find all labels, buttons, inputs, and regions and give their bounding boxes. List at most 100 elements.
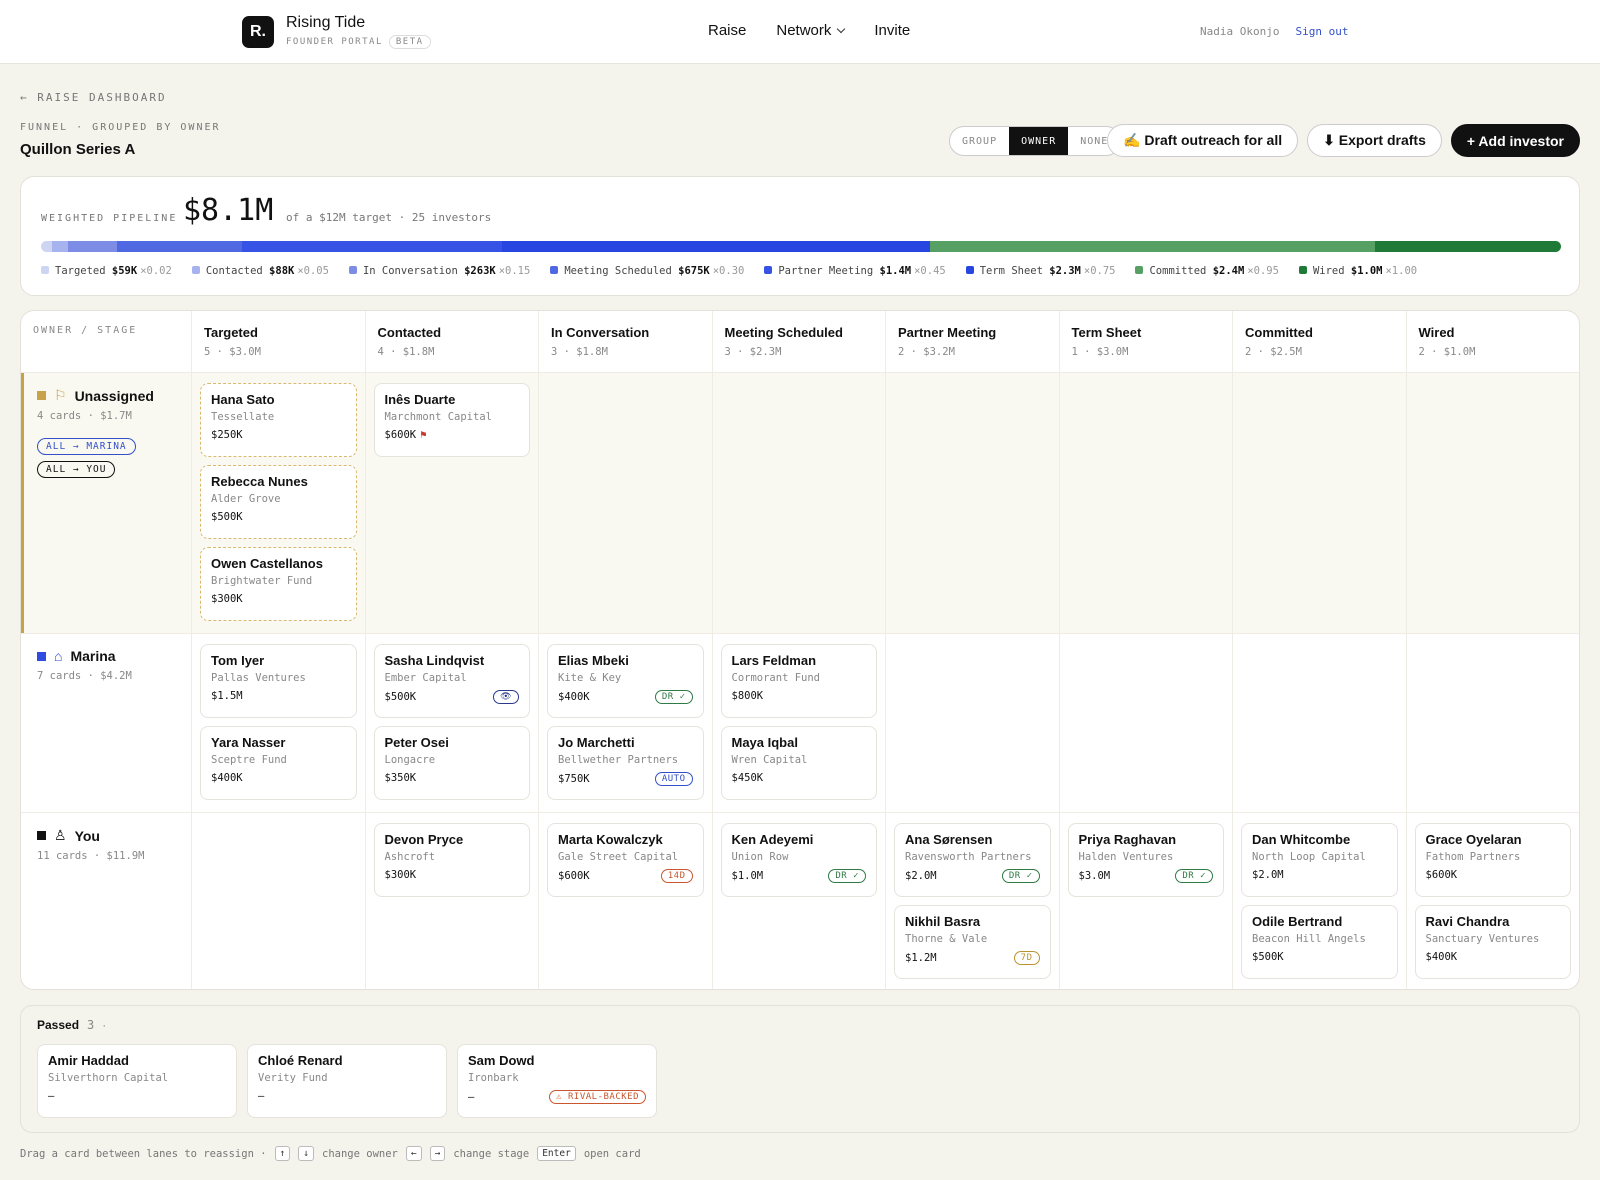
investor-amount: $500K <box>384 691 417 703</box>
toggle-option[interactable]: OWNER <box>1009 127 1069 155</box>
corner-label: OWNER / STAGE <box>33 325 138 336</box>
board-cell: Sasha Lindqvist Ember Capital $500K 👁 Peter … <box>364 633 538 812</box>
key-hint: ← <box>405 1146 422 1161</box>
board-cell <box>885 372 1059 633</box>
passed-cards: Amir Haddad Silverthorn Capital — Chloé Ren… <box>37 1044 1563 1118</box>
investor-name: Inês Duarte <box>384 392 456 407</box>
investor-card[interactable]: Marta Kowalczyk Gale Street Capital $600K 1… <box>547 823 704 897</box>
investor-card[interactable]: Lars Feldman Cormorant Fund $800K <box>720 644 877 718</box>
investor-card[interactable]: Yara Nasser Sceptre Fund $400K <box>200 726 357 800</box>
legend-name: Committed <box>1149 265 1207 277</box>
investor-card[interactable]: Owen Castellanos Brightwater Fund $300K <box>200 547 357 621</box>
investor-name: Tom Iyer <box>211 653 265 668</box>
investor-card[interactable]: Sam Dowd Ironbark — ⚠ RIVAL-BACKED <box>457 1044 657 1118</box>
brand: Rising Tide <box>286 14 366 31</box>
nav-link[interactable]: Network <box>776 22 844 39</box>
investor-firm: Alder Grove <box>211 493 281 505</box>
investor-firm: Brightwater Fund <box>211 575 313 587</box>
legend-item: Wired $1.0M ×1.00 <box>1298 265 1418 277</box>
sign-out[interactable]: Sign out <box>1295 25 1349 38</box>
investor-name: Odile Bertrand <box>1252 914 1343 929</box>
legend-item: Partner Meeting $1.4M ×0.45 <box>764 265 946 277</box>
amount-wrap: — <box>258 1090 264 1102</box>
action-button[interactable]: + Add investor <box>1450 124 1580 157</box>
investor-card[interactable]: Grace Oyelaran Fathom Partners $600K <box>1414 823 1571 897</box>
legend-swatch <box>764 266 773 274</box>
investor-amount: $450K <box>731 772 764 784</box>
investor-card[interactable]: Hana Sato Tessellate $250K <box>200 383 357 457</box>
card-footer: $600K <box>1426 869 1561 881</box>
toggle-option[interactable]: NONE <box>1080 135 1109 147</box>
investor-card[interactable]: Ken Adeyemi Union Row $1.0M DR ✓ <box>720 823 877 897</box>
investor-card[interactable]: Priya Raghavan Halden Ventures $3.0M DR ✓ <box>1067 823 1224 897</box>
lane-meta: 7 cards · $4.2M <box>37 670 132 682</box>
legend-swatch <box>191 266 200 274</box>
stage-name: Targeted <box>204 325 258 340</box>
investor-card[interactable]: Amir Haddad Silverthorn Capital — <box>37 1044 237 1118</box>
legend-amount: $1.4M <box>879 265 912 277</box>
investor-card[interactable]: Chloé Renard Verity Fund — <box>247 1044 447 1118</box>
key-hint: → <box>429 1146 446 1161</box>
card-footer: $1.0M DR ✓ <box>731 869 866 883</box>
nav-link[interactable]: Raise <box>708 22 747 39</box>
investor-card[interactable]: Elias Mbeki Kite & Key $400K DR ✓ <box>547 644 704 718</box>
investor-card[interactable]: Ravi Chandra Sanctuary Ventures $400K <box>1414 905 1571 979</box>
investor-card[interactable]: Rebecca Nunes Alder Grove $500K <box>200 465 357 539</box>
reassign-button[interactable]: ALL → YOU <box>37 461 116 478</box>
bar-segment <box>1375 241 1561 252</box>
board-cell <box>1232 372 1406 633</box>
nav-link[interactable]: Invite <box>874 22 911 39</box>
investor-card[interactable]: Ana Sørensen Ravensworth Partners $2.0M DR … <box>894 823 1051 897</box>
legend-weight: ×1.00 <box>1385 265 1418 277</box>
investor-amount: $1.0M <box>731 870 764 882</box>
status-tag: AUTO <box>654 772 693 786</box>
action-button[interactable]: ⬇ Export drafts <box>1307 124 1442 157</box>
stage-header: Committed 2 · $2.5M <box>1232 311 1406 372</box>
card-footer: $800K <box>732 690 867 702</box>
legend-swatch <box>965 266 974 274</box>
lane-meta: 4 cards · $1.7M <box>37 410 132 422</box>
investor-card[interactable]: Inês Duarte Marchmont Capital $600K ⚑ <box>373 383 530 457</box>
investor-firm: Wren Capital <box>731 754 808 766</box>
bar-segment <box>502 241 930 252</box>
legend-weight: ×0.02 <box>140 265 172 277</box>
investor-card[interactable]: Tom Iyer Pallas Ventures $1.5M <box>200 644 357 718</box>
board-cell: Priya Raghavan Halden Ventures $3.0M DR ✓ <box>1058 812 1232 989</box>
reassign-button[interactable]: ALL → MARINA <box>37 438 136 455</box>
logo[interactable]: R. <box>242 16 274 48</box>
legend-swatch <box>1298 266 1307 274</box>
lane-name: Marina <box>70 648 116 664</box>
stage-meta: 2 · $1.0M <box>1418 346 1476 358</box>
investor-card[interactable]: Maya Iqbal Wren Capital $450K <box>720 726 877 800</box>
investor-card[interactable]: Sasha Lindqvist Ember Capital $500K 👁 <box>373 644 530 718</box>
amount-wrap: $400K <box>211 772 243 784</box>
pipeline-label: WEIGHTED PIPELINE <box>41 213 178 224</box>
bar-segment <box>242 241 503 252</box>
passed-section: Passed 3 · Amir Haddad Silverthorn Capital —… <box>20 1005 1580 1133</box>
investor-card[interactable]: Jo Marchetti Bellwether Partners $750K AUTO <box>547 726 704 800</box>
stage-name: Wired <box>1418 325 1455 340</box>
investor-card[interactable]: Devon Pryce Ashcroft $300K <box>373 823 530 897</box>
action-button[interactable]: ✍️ Draft outreach for all <box>1107 124 1299 157</box>
user-name: Nadia Okonjo <box>1200 25 1280 38</box>
investor-card[interactable]: Odile Bertrand Beacon Hill Angels $500K <box>1241 905 1398 979</box>
board-cell: Marta Kowalczyk Gale Street Capital $600K 1… <box>538 812 712 989</box>
key-hint: ↑ <box>274 1146 291 1161</box>
amount-wrap: $1.2M <box>905 952 937 964</box>
hint-text: change owner <box>322 1147 398 1160</box>
investor-card[interactable]: Dan Whitcombe North Loop Capital $2.0M <box>1241 823 1398 897</box>
amount-wrap: $500K <box>211 511 243 523</box>
investor-card[interactable]: Peter Osei Longacre $350K <box>373 726 530 800</box>
card-footer: $250K <box>211 429 346 441</box>
investor-card[interactable]: Nikhil Basra Thorne & Vale $1.2M 7D <box>894 905 1051 979</box>
investor-name: Ravi Chandra <box>1425 914 1510 929</box>
card-footer: $2.0M <box>1252 869 1387 881</box>
subtitle: FOUNDER PORTAL <box>286 37 383 47</box>
board-cell: Inês Duarte Marchmont Capital $600K ⚑ <box>364 372 538 633</box>
card-footer: $500K <box>1252 951 1387 963</box>
back-link[interactable]: ← RAISE DASHBOARD <box>20 91 167 104</box>
bar-segment <box>68 241 118 252</box>
toggle-option[interactable]: GROUP <box>962 135 998 147</box>
card-footer: $300K <box>385 869 520 881</box>
